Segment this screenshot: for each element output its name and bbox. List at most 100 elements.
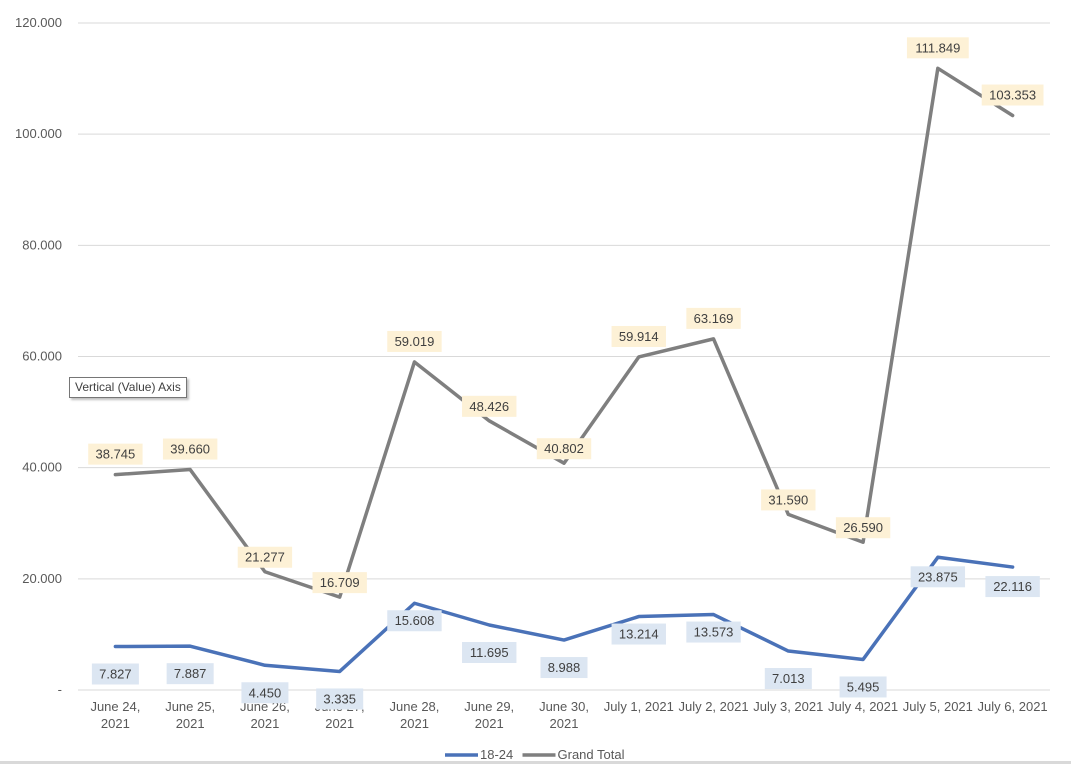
data-label-text: 40.802 bbox=[544, 441, 584, 456]
data-label[interactable]: 31.590 bbox=[761, 489, 816, 511]
data-label-background bbox=[91, 663, 139, 685]
series-line-18-24[interactable] bbox=[113, 555, 1015, 674]
data-label-text: 13.573 bbox=[694, 625, 734, 640]
data-label-text: 4.450 bbox=[249, 685, 282, 700]
series-lines[interactable] bbox=[113, 66, 1015, 674]
data-label-text: 59.019 bbox=[395, 334, 435, 349]
y-tick-label: 20.000 bbox=[22, 571, 62, 586]
x-tick-label: June 25, 2021 bbox=[165, 699, 215, 731]
data-label-text: 7.013 bbox=[772, 671, 805, 686]
legend-label: 18-24 bbox=[480, 747, 513, 762]
data-label[interactable]: 38.745 bbox=[88, 443, 143, 465]
x-axis[interactable]: June 24,2021 June 25,2021 June 26,2021 June… bbox=[90, 699, 1047, 731]
data-label[interactable]: 15.608 bbox=[387, 610, 442, 632]
data-label-background bbox=[237, 546, 293, 568]
data-label-background bbox=[387, 610, 442, 632]
data-label[interactable]: 13.214 bbox=[611, 623, 666, 645]
data-label[interactable]: 7.887 bbox=[166, 663, 214, 685]
data-labels[interactable]: 7.827 7.887 4.450 3.335 15.608 11.695 8.988 13.… bbox=[88, 37, 1044, 710]
y-tick-label: - bbox=[58, 682, 62, 697]
data-label[interactable]: 103.353 bbox=[981, 84, 1044, 106]
data-label[interactable]: 11.695 bbox=[462, 641, 517, 663]
data-label[interactable]: 21.277 bbox=[237, 546, 293, 568]
data-label[interactable]: 7.013 bbox=[764, 668, 812, 690]
series-line-grand-total[interactable] bbox=[113, 66, 1015, 599]
data-label-background bbox=[540, 657, 588, 679]
data-label-text: 5.495 bbox=[847, 679, 880, 694]
data-label-background bbox=[910, 566, 966, 588]
data-label-background bbox=[835, 517, 891, 539]
y-axis[interactable]: - 20.000 40.000 60.000 80.000 100.000 120.000 bbox=[15, 15, 62, 697]
data-label[interactable]: 7.827 bbox=[91, 663, 139, 685]
data-label-text: 59.914 bbox=[619, 329, 659, 344]
data-label[interactable]: 59.914 bbox=[611, 325, 666, 347]
data-label-background bbox=[764, 668, 812, 690]
data-label[interactable]: 16.709 bbox=[312, 572, 367, 594]
data-label-text: 8.988 bbox=[548, 660, 581, 675]
data-label-background bbox=[312, 572, 367, 594]
data-label-background bbox=[316, 688, 364, 710]
data-label-text: 63.169 bbox=[694, 311, 734, 326]
data-label-text: 103.353 bbox=[989, 88, 1036, 103]
x-tick-label: June 29, 2021 bbox=[464, 699, 514, 731]
data-label-background bbox=[686, 307, 741, 329]
data-label-background bbox=[166, 663, 214, 685]
data-label[interactable]: 26.590 bbox=[835, 517, 891, 539]
y-tick-label: 40.000 bbox=[22, 460, 62, 475]
data-label-background bbox=[761, 489, 816, 511]
data-label-background bbox=[985, 576, 1040, 598]
legend-label: Grand Total bbox=[558, 747, 625, 762]
data-label-text: 48.426 bbox=[469, 399, 509, 414]
y-tick-label: 100.000 bbox=[15, 126, 62, 141]
legend[interactable]: 18-24 Grand Total bbox=[445, 747, 625, 762]
x-tick-label: July 4, 2021 bbox=[828, 699, 898, 714]
data-label-text: 26.590 bbox=[843, 520, 883, 535]
data-label[interactable]: 48.426 bbox=[462, 395, 517, 417]
data-label-text: 16.709 bbox=[320, 575, 360, 590]
data-label[interactable]: 22.116 bbox=[985, 576, 1040, 598]
data-label[interactable]: 59.019 bbox=[387, 330, 442, 352]
data-label-text: 15.608 bbox=[395, 613, 435, 628]
data-label-background bbox=[981, 84, 1044, 106]
data-label-text: 39.660 bbox=[170, 442, 210, 457]
data-label-text: 11.695 bbox=[470, 645, 509, 660]
data-label-background bbox=[839, 676, 887, 698]
legend-item[interactable]: Grand Total bbox=[522, 747, 625, 762]
data-label-text: 111.849 bbox=[915, 40, 960, 55]
data-label[interactable]: 39.660 bbox=[162, 438, 218, 460]
x-tick-label: June 26, 2021 bbox=[240, 699, 290, 731]
x-tick-label: July 5, 2021 bbox=[903, 699, 973, 714]
data-label[interactable]: 5.495 bbox=[839, 676, 887, 698]
data-label[interactable]: 8.988 bbox=[540, 657, 588, 679]
data-label-text: 22.116 bbox=[993, 579, 1032, 594]
data-label-background bbox=[462, 395, 517, 417]
data-label-background bbox=[906, 37, 969, 59]
data-label-background bbox=[387, 330, 442, 352]
data-label-background bbox=[686, 621, 741, 643]
y-tick-label: 120.000 bbox=[15, 15, 62, 30]
data-label-background bbox=[88, 443, 143, 465]
x-tick-label: June 28, 2021 bbox=[390, 699, 440, 731]
data-label[interactable]: 111.849 bbox=[906, 37, 969, 59]
x-tick-label: June 24, 2021 bbox=[90, 699, 140, 731]
y-tick-label: 60.000 bbox=[22, 349, 62, 364]
data-label-text: 3.335 bbox=[323, 691, 356, 706]
data-label-text: 21.277 bbox=[245, 550, 285, 565]
data-label[interactable]: 4.450 bbox=[241, 682, 289, 704]
legend-item[interactable]: 18-24 bbox=[445, 747, 513, 762]
x-tick-label: July 2, 2021 bbox=[678, 699, 748, 714]
data-label-background bbox=[536, 438, 592, 460]
data-label-text: 13.214 bbox=[619, 627, 659, 642]
data-label-background bbox=[611, 623, 666, 645]
gridlines bbox=[78, 22, 1050, 691]
data-label[interactable]: 40.802 bbox=[536, 438, 592, 460]
data-label-background bbox=[462, 641, 517, 663]
bottom-divider bbox=[0, 761, 1071, 764]
data-label[interactable]: 3.335 bbox=[316, 688, 364, 710]
data-label[interactable]: 13.573 bbox=[686, 621, 741, 643]
x-tick-label: July 1, 2021 bbox=[604, 699, 674, 714]
data-label[interactable]: 63.169 bbox=[686, 307, 741, 329]
data-label[interactable]: 23.875 bbox=[910, 566, 966, 588]
